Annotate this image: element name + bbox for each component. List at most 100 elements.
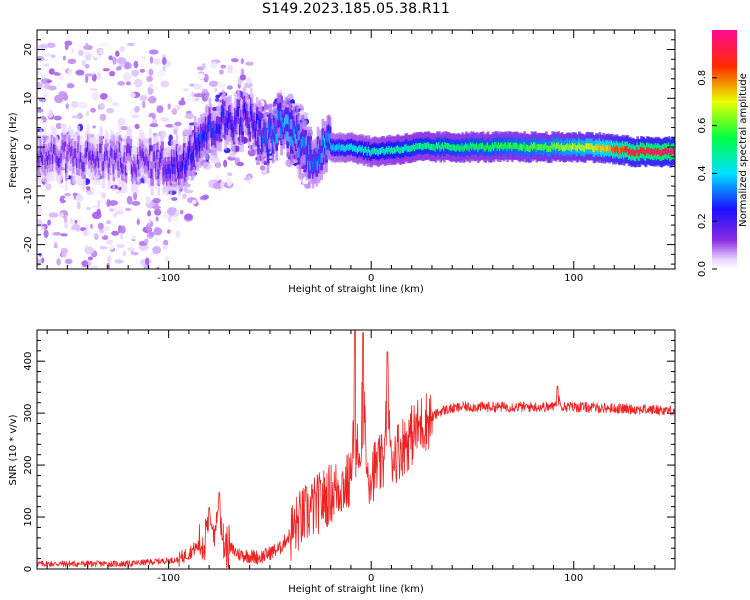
heat-cell — [147, 210, 152, 217]
heat-cell — [111, 102, 120, 107]
heat-cell — [85, 191, 95, 196]
heat-cell — [161, 57, 167, 66]
bottom-x-tick-label: 100 — [564, 573, 583, 584]
heat-cell — [86, 206, 91, 210]
heat-cell — [206, 69, 211, 76]
heat-cell — [122, 250, 127, 257]
heat-cell — [236, 161, 245, 167]
heat-cell — [134, 78, 143, 88]
heat-cell — [176, 104, 182, 111]
heat-cell — [147, 95, 157, 104]
heat-cell — [99, 102, 105, 110]
heat-cell — [68, 107, 73, 115]
heat-cell — [69, 218, 74, 225]
heat-cell — [74, 219, 78, 224]
heat-cell — [202, 162, 209, 168]
heat-cell — [60, 233, 68, 237]
heat-cell — [184, 213, 194, 221]
heat-cell — [63, 197, 73, 201]
heat-cell — [90, 187, 95, 192]
heat-cell — [84, 42, 89, 51]
heat-cell — [96, 190, 103, 195]
heat-cell — [111, 230, 120, 236]
heat-cell — [139, 68, 146, 73]
heat-cell — [133, 60, 139, 69]
heat-cell — [160, 214, 170, 219]
heat-cell — [246, 76, 252, 85]
heat-cell — [171, 197, 178, 201]
heat-cell — [145, 257, 150, 266]
heat-cell — [149, 221, 154, 227]
heat-cell — [71, 48, 75, 53]
heat-cell — [156, 105, 164, 114]
heat-cell — [46, 42, 56, 48]
heat-cell — [92, 125, 96, 129]
heat-cell — [56, 258, 62, 266]
heat-cell — [128, 244, 134, 248]
heat-cell — [93, 233, 99, 237]
heat-cell — [299, 109, 305, 115]
heat-cell — [148, 68, 154, 77]
heat-cell — [124, 61, 130, 69]
heat-cell — [194, 93, 204, 98]
heat-cell — [131, 200, 141, 206]
heat-cell — [108, 55, 113, 61]
heat-cell — [79, 41, 83, 49]
snr-panel: -100 0 100 0 100 200 300 400 — [23, 329, 676, 584]
heat-cell — [275, 133, 279, 144]
heat-cell — [84, 63, 90, 69]
heat-cell — [214, 87, 218, 93]
heat-cell — [148, 231, 155, 237]
heat-cell — [50, 54, 56, 59]
heat-cell — [156, 69, 166, 77]
heat-cell — [92, 271, 98, 275]
heat-cell — [47, 109, 54, 119]
heat-cell — [181, 193, 187, 200]
heat-cell — [48, 212, 59, 218]
heat-cell — [64, 40, 73, 46]
heat-cell — [118, 186, 122, 191]
heat-cell — [149, 145, 152, 156]
heat-cell — [119, 45, 126, 53]
heat-cell — [300, 114, 305, 121]
heat-cell — [101, 226, 111, 231]
heat-cell — [52, 236, 57, 242]
heat-cell — [160, 116, 170, 122]
heat-cell — [208, 80, 219, 87]
heat-cell — [109, 244, 115, 250]
heat-cell — [78, 49, 84, 57]
heat-cell — [185, 113, 195, 120]
heat-cell — [37, 208, 42, 214]
heat-cell — [113, 212, 118, 218]
heat-cell — [141, 55, 147, 60]
heat-cell — [102, 68, 110, 72]
heat-cell — [152, 205, 162, 210]
heat-cell — [171, 108, 178, 116]
heat-cell — [125, 81, 132, 86]
heat-cell — [166, 229, 171, 234]
heat-cell — [146, 75, 153, 82]
heat-cell — [106, 219, 112, 225]
heat-cell — [99, 246, 108, 250]
heat-cell — [220, 64, 227, 69]
snr-frame — [36, 329, 676, 570]
heat-cell — [175, 230, 181, 239]
heat-cell — [99, 92, 108, 100]
heat-cell — [64, 258, 73, 265]
heat-cell — [142, 92, 149, 96]
heat-cell — [63, 214, 68, 223]
top-x-tick-label: 100 — [564, 273, 583, 284]
bottom-x-axis-label: Height of straight line (km) — [288, 584, 424, 595]
heat-cell — [160, 80, 170, 88]
heat-cell — [85, 186, 91, 191]
heat-cell — [76, 201, 81, 210]
heat-cell — [99, 228, 104, 234]
heat-cell — [43, 93, 48, 98]
heat-cell — [70, 229, 78, 233]
heat-cell — [165, 255, 170, 264]
heat-cell — [99, 41, 109, 48]
heat-cell — [146, 116, 154, 123]
heat-cell — [89, 87, 98, 92]
bottom-x-tick-label: -100 — [157, 573, 180, 584]
